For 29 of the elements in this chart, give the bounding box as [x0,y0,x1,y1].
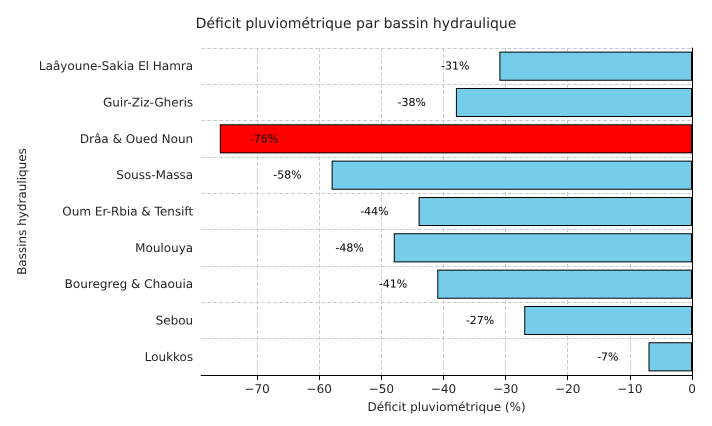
x-tick-label: −10 [617,382,643,396]
x-tick-label: −40 [430,382,456,396]
x-tick-label: −30 [492,382,518,396]
data-label: -48% [335,241,364,254]
x-tick-label: −20 [555,382,580,396]
y-tick-label: Bouregreg & Chaouia [64,277,194,292]
y-tick-label: Loukkos [144,350,194,364]
x-axis-title: Déficit pluviométrique (%) [367,400,526,414]
x-tick-label: −50 [368,382,394,396]
x-tick-label: −70 [244,382,270,396]
y-axis-title: Bassins hydrauliques [15,148,29,275]
y-tick-label: Laâyoune-Sakia El Hamra [38,59,194,74]
x-tick-label: 0 [688,382,696,396]
data-label: -58% [273,168,302,182]
y-tick-label: Drâa & Oued Noun [80,132,194,146]
x-tick-label: −60 [306,382,332,396]
data-label: -27% [466,314,494,327]
y-tick-label: Guir-Ziz-Gheris [102,96,194,110]
data-label: -38% [397,96,426,109]
y-tick-label: Souss-Massa [116,168,194,182]
data-label: -31% [440,60,470,73]
y-tick-label: Moulouya [135,240,194,255]
data-label: -7% [597,350,619,364]
data-label: -44% [360,205,389,218]
y-tick-label: Sebou [156,314,194,328]
y-tick-label: Oum Er-Rbia & Tensift [62,204,194,218]
data-label: -76% [250,132,278,146]
data-label: -41% [378,278,408,291]
chart-title: Déficit pluviométrique par bassin hydraulique [196,16,516,32]
